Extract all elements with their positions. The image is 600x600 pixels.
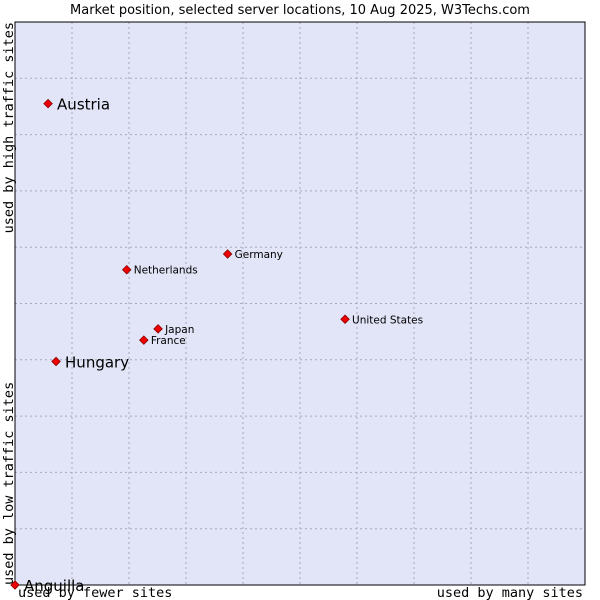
point-label-netherlands: Netherlands bbox=[134, 265, 198, 277]
point-label-japan: Japan bbox=[164, 324, 194, 336]
point-label-france: France bbox=[151, 335, 186, 347]
point-label-germany: Germany bbox=[235, 249, 283, 261]
point-label-united-states: United States bbox=[352, 314, 423, 326]
point-germany bbox=[222, 249, 233, 259]
point-united-states bbox=[340, 314, 350, 325]
x-axis-label-left: used by fewer sites bbox=[18, 585, 172, 600]
point-france bbox=[139, 335, 149, 345]
point-netherlands bbox=[121, 264, 132, 275]
point-label-austria: Austria bbox=[57, 96, 110, 114]
point-austria bbox=[43, 98, 53, 109]
point-label-anguilla: Anguilla bbox=[24, 577, 85, 595]
chart-title: Market position, selected server locatio… bbox=[70, 3, 530, 18]
point-japan bbox=[153, 324, 163, 334]
point-hungary bbox=[51, 356, 61, 367]
grid-lines bbox=[15, 22, 585, 585]
data-points: Austria Germany Netherlands United States Ja… bbox=[10, 96, 423, 595]
point-label-hungary: Hungary bbox=[65, 353, 129, 371]
y-axis-label-top: used by high traffic sites bbox=[1, 22, 17, 233]
plot-frame bbox=[14, 21, 586, 586]
y-axis-label-bottom: used by low traffic sites bbox=[1, 382, 17, 585]
point-anguilla bbox=[10, 580, 20, 590]
x-axis-label-right: used by many sites bbox=[437, 585, 583, 600]
